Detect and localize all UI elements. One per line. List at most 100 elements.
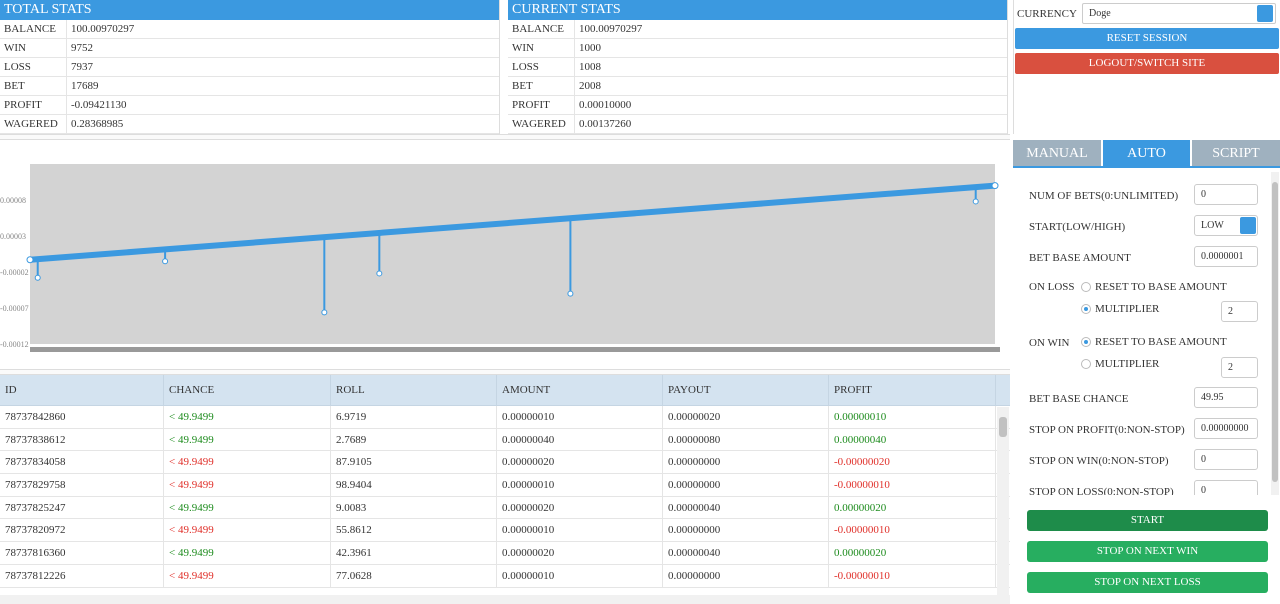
col-amount[interactable]: AMOUNT: [497, 375, 663, 406]
base-chance-label: BET BASE CHANCE: [1029, 393, 1129, 405]
base-amount-input[interactable]: 0.0000001: [1194, 246, 1258, 267]
on-win-multiplier-radio[interactable]: [1081, 359, 1091, 369]
table-vertical-scrollbar[interactable]: [997, 407, 1009, 595]
profit-series-line: [29, 182, 996, 263]
data-point[interactable]: [991, 182, 999, 190]
num-bets-input[interactable]: 0: [1194, 184, 1258, 205]
tab-manual[interactable]: MANUAL: [1013, 140, 1101, 168]
tab-auto[interactable]: AUTO: [1103, 140, 1190, 168]
stat-key: PROFIT: [508, 96, 575, 114]
chevron-down-icon[interactable]: [1257, 5, 1273, 22]
stat-value: 1000: [579, 42, 601, 54]
stat-value: 1008: [579, 61, 601, 73]
stat-key: BET: [0, 77, 67, 95]
y-tick-label: -0.00012: [0, 340, 29, 349]
stat-key: BET: [508, 77, 575, 95]
cell-id: 78737825247: [0, 496, 164, 519]
on-win-multiplier-input[interactable]: 2: [1221, 357, 1258, 378]
table-row[interactable]: 78737816360 < 49.9499 42.3961 0.00000020 0.0…: [0, 542, 1010, 565]
cell-id: 78737820972: [0, 519, 164, 542]
form-scrollbar[interactable]: [1271, 172, 1279, 495]
cell-id: 78737838612: [0, 428, 164, 451]
data-point[interactable]: [26, 256, 34, 264]
data-point[interactable]: [162, 258, 169, 265]
currency-label: CURRENCY: [1017, 8, 1077, 20]
on-win-reset-radio[interactable]: [1081, 337, 1091, 347]
stop-loss-input[interactable]: 0: [1194, 480, 1258, 495]
base-chance-input[interactable]: 49.95: [1194, 387, 1258, 408]
col-id[interactable]: ID: [0, 375, 164, 406]
table-row[interactable]: 78737829758 < 49.9499 98.9404 0.00000010 0.0…: [0, 474, 1010, 497]
on-loss-multiplier-radio[interactable]: [1081, 304, 1091, 314]
table-row[interactable]: 78737825247 < 49.9499 9.0083 0.00000020 0.00…: [0, 496, 1010, 520]
col-payout[interactable]: PAYOUT: [663, 375, 829, 406]
stat-value: 100.00970297: [71, 23, 135, 35]
cell-amount: 0.00000020: [497, 496, 663, 519]
table-row[interactable]: 78737812226 < 49.9499 77.0628 0.00000010 0.0…: [0, 564, 1010, 588]
stat-key: WAGERED: [0, 115, 67, 133]
data-point[interactable]: [972, 198, 979, 205]
chart-splitter[interactable]: [0, 369, 1010, 375]
cell-profit: 0.00000020: [829, 542, 996, 564]
chevron-down-icon[interactable]: [1240, 217, 1256, 234]
table-row[interactable]: 78737834058 < 49.9499 87.9105 0.00000020 0.0…: [0, 451, 1010, 475]
stat-row: WIN 1000: [508, 39, 1007, 58]
start-button[interactable]: START: [1027, 510, 1268, 531]
top-splitter[interactable]: [0, 134, 1010, 140]
stat-key: WIN: [508, 39, 575, 57]
on-loss-reset-label: RESET TO BASE AMOUNT: [1095, 281, 1227, 293]
start-select[interactable]: LOW: [1194, 215, 1258, 236]
currency-value: Doge: [1089, 8, 1111, 19]
on-loss-reset-radio[interactable]: [1081, 282, 1091, 292]
table-row[interactable]: 78737842860 < 49.9499 6.9719 0.00000010 0.00…: [0, 406, 1010, 429]
on-win-multiplier-label: MULTIPLIER: [1095, 358, 1160, 370]
currency-select[interactable]: Doge: [1082, 3, 1276, 24]
cell-amount: 0.00000020: [497, 451, 663, 474]
total-stats-title: TOTAL STATS: [0, 0, 499, 20]
cell-roll: 2.7689: [331, 428, 497, 451]
data-point[interactable]: [34, 274, 41, 281]
logout-button[interactable]: LOGOUT/SWITCH SITE: [1015, 53, 1279, 74]
stat-row: WAGERED 0.28368985: [0, 115, 499, 134]
col-chance[interactable]: CHANCE: [164, 375, 331, 406]
col-profit[interactable]: PROFIT: [829, 375, 996, 406]
data-point[interactable]: [376, 270, 383, 277]
cell-amount: 0.00000020: [497, 542, 663, 564]
chart-scrollbar[interactable]: [30, 347, 1000, 352]
bet-history-table: ID CHANCE ROLL AMOUNT PAYOUT PROFIT 7873…: [0, 375, 1010, 604]
stat-key: BALANCE: [508, 20, 575, 38]
cell-id: 78737816360: [0, 542, 164, 564]
y-tick-label: -0.00007: [0, 304, 29, 313]
cell-id: 78737829758: [0, 474, 164, 496]
data-point[interactable]: [567, 290, 574, 297]
stat-value: 0.00137260: [579, 118, 632, 130]
stop-win-input[interactable]: 0: [1194, 449, 1258, 470]
session-panel: CURRENCY Doge: [1013, 0, 1280, 134]
cell-roll: 42.3961: [331, 542, 497, 564]
cell-chance: < 49.9499: [164, 428, 331, 451]
reset-session-button[interactable]: RESET SESSION: [1015, 28, 1279, 49]
col-roll[interactable]: ROLL: [331, 375, 497, 406]
base-amount-label: BET BASE AMOUNT: [1029, 252, 1131, 264]
y-tick-label: 0.00008: [0, 196, 26, 205]
table-horizontal-scrollbar[interactable]: [0, 595, 1010, 604]
stop-next-win-button[interactable]: STOP ON NEXT WIN: [1027, 541, 1268, 562]
current-stats-title: CURRENT STATS: [508, 0, 1007, 20]
stat-row: BET 17689: [0, 77, 499, 96]
cell-chance: < 49.9499: [164, 542, 331, 564]
tab-script[interactable]: SCRIPT: [1192, 140, 1280, 168]
data-point[interactable]: [321, 309, 328, 316]
table-row[interactable]: 78737820972 < 49.9499 55.8612 0.00000010 0.0…: [0, 519, 1010, 543]
cell-amount: 0.00000010: [497, 474, 663, 496]
on-loss-multiplier-input[interactable]: 2: [1221, 301, 1258, 322]
stop-next-loss-button[interactable]: STOP ON NEXT LOSS: [1027, 572, 1268, 593]
cell-roll: 98.9404: [331, 474, 497, 496]
cell-chance: < 49.9499: [164, 496, 331, 519]
stat-key: PROFIT: [0, 96, 67, 114]
cell-payout: 0.00000040: [663, 542, 829, 564]
cell-profit: 0.00000020: [829, 496, 996, 519]
stop-profit-label: STOP ON PROFIT(0:NON-STOP): [1029, 424, 1185, 436]
table-row[interactable]: 78737838612 < 49.9499 2.7689 0.00000040 0.00…: [0, 428, 1010, 452]
stop-profit-input[interactable]: 0.00000000: [1194, 418, 1258, 439]
cell-roll: 87.9105: [331, 451, 497, 474]
